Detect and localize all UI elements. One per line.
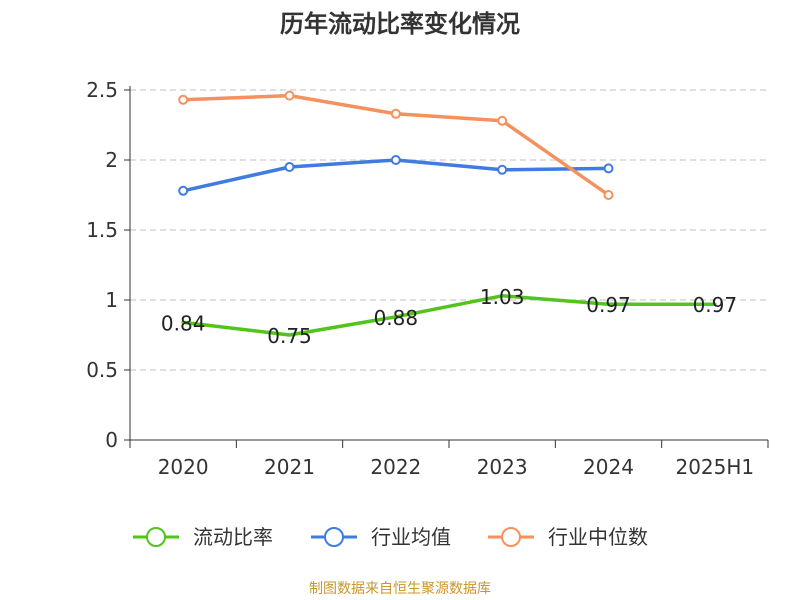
x-tick-label: 2024: [583, 455, 634, 479]
y-tick-label: 2: [105, 148, 118, 172]
x-tick-label: 2023: [477, 455, 528, 479]
series-2: [178, 90, 614, 200]
x-tick-label: 2025H1: [675, 455, 754, 479]
y-tick-label: 0.5: [86, 358, 118, 382]
chart-title: 历年流动比率变化情况: [280, 10, 520, 38]
data-label: 0.97: [693, 293, 738, 317]
x-tick-label: 2021: [264, 455, 315, 479]
grid-lines: [130, 89, 768, 371]
legend-item-0: 流动比率: [133, 525, 273, 549]
legend-label: 行业中位数: [548, 525, 648, 549]
data-point: [284, 162, 295, 172]
series-lines: [178, 90, 717, 337]
data-point: [178, 94, 189, 105]
y-tick-label: 2.5: [86, 78, 118, 102]
data-label: 0.75: [267, 324, 312, 348]
legend-marker: [146, 527, 166, 547]
x-tick-label: 2020: [158, 455, 209, 479]
data-point: [603, 163, 614, 174]
data-point: [284, 90, 295, 101]
series-1: [178, 155, 614, 196]
data-point: [603, 190, 614, 200]
source-footer: 制图数据来自恒生聚源数据库: [309, 581, 491, 597]
data-label: 0.84: [161, 311, 206, 335]
data-point: [497, 115, 508, 126]
data-point: [390, 108, 401, 119]
series-0: [181, 294, 717, 337]
data-label: 0.88: [374, 306, 419, 330]
axes: 0 0.5 1 1.5 2 2.5 2020 2021 2022 2023 2024 2025H1: [86, 78, 769, 479]
series-line: [181, 294, 717, 337]
legend-item-1: 行业均值: [311, 525, 451, 549]
x-tick-label: 2022: [370, 455, 421, 479]
legend: 流动比率 行业均值 行业中位数: [133, 525, 648, 549]
data-label: 1.03: [480, 285, 525, 309]
data-point: [178, 185, 189, 196]
data-point: [390, 155, 401, 165]
legend-marker: [501, 527, 521, 547]
y-tick-label: 1.5: [86, 218, 118, 242]
legend-label: 行业均值: [371, 525, 451, 549]
data-label: 0.97: [586, 293, 631, 317]
legend-label: 流动比率: [193, 525, 273, 549]
legend-marker: [324, 527, 344, 547]
data-labels: 0.84 0.75 0.88 1.03 0.97 0.97: [161, 285, 737, 348]
legend-item-2: 行业中位数: [488, 525, 648, 549]
y-tick-label: 1: [105, 288, 118, 312]
data-point: [497, 164, 508, 175]
y-tick-label: 0: [105, 428, 118, 452]
